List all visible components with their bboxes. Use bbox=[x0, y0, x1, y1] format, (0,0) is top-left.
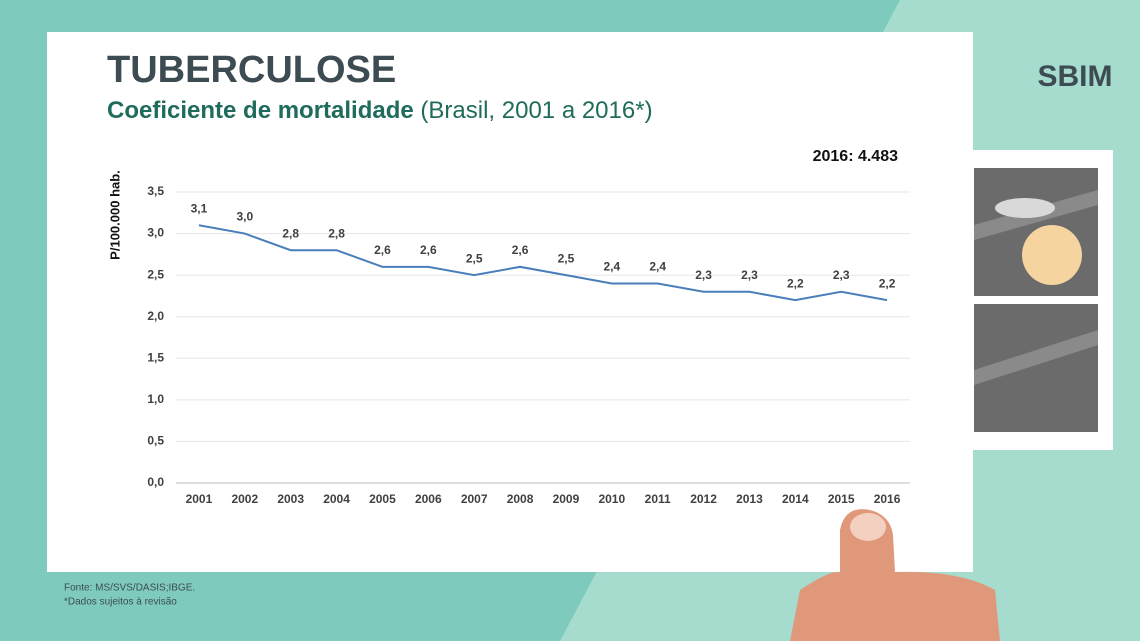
hand bbox=[790, 509, 1000, 641]
x-tick-label: 2011 bbox=[645, 492, 671, 506]
value-label: 2,6 bbox=[512, 243, 529, 257]
plot: 0,0 0,5 1,0 1,5 2,0 2,5 3,0 3,5 2001 2002 2003 2004… bbox=[147, 184, 910, 506]
value-label: 3,1 bbox=[191, 201, 208, 215]
fingernail bbox=[850, 513, 886, 541]
value-label: 2,3 bbox=[695, 268, 712, 282]
x-tick-label: 2014 bbox=[782, 492, 809, 506]
value-label: 2,8 bbox=[328, 226, 345, 240]
title: TUBERCULOSE bbox=[107, 49, 396, 91]
card bbox=[47, 32, 973, 572]
value-label: 3,0 bbox=[236, 210, 253, 224]
logo: SBIM bbox=[1038, 60, 1113, 93]
y-tick-label: 0,5 bbox=[147, 434, 164, 448]
value-label: 2,5 bbox=[466, 251, 483, 265]
x-tick-label: 2015 bbox=[828, 492, 855, 506]
series-line bbox=[198, 224, 888, 302]
x-tick-label: 2009 bbox=[553, 492, 580, 506]
x-tick-label: 2007 bbox=[461, 492, 488, 506]
subtitle: Coeficiente de mortalidade (Brasil, 2001… bbox=[107, 97, 653, 124]
subtitle-main: Coeficiente de mortalidade bbox=[107, 97, 414, 124]
value-label: 2,3 bbox=[833, 268, 850, 282]
y-tick-label: 0,0 bbox=[147, 475, 164, 489]
value-label: 2,4 bbox=[603, 260, 620, 274]
value-label: 2,2 bbox=[787, 276, 804, 290]
annotation: 2016: 4.483 bbox=[813, 148, 899, 165]
x-tick-label: 2001 bbox=[186, 492, 213, 506]
x-tick-label: 2002 bbox=[231, 492, 258, 506]
subtitle-detail: (Brasil, 2001 a 2016*) bbox=[420, 97, 652, 124]
x-tick-label: 2008 bbox=[507, 492, 534, 506]
value-label: 2,5 bbox=[558, 251, 575, 265]
x-tick-label: 2010 bbox=[598, 492, 625, 506]
y-axis-label: P/100.000 hab. bbox=[107, 170, 122, 260]
y-tick-label: 1,0 bbox=[147, 392, 164, 406]
value-label: 2,8 bbox=[282, 226, 299, 240]
x-tick-label: 2004 bbox=[323, 492, 350, 506]
y-tick-label: 2,0 bbox=[147, 309, 164, 323]
x-tick-label: 2012 bbox=[690, 492, 717, 506]
y-tick-label: 3,5 bbox=[147, 184, 164, 198]
source: Fonte: MS/SVS/DASIS;IBGE. bbox=[64, 583, 195, 594]
value-label: 2,6 bbox=[420, 243, 437, 257]
x-tick-label: 2003 bbox=[277, 492, 304, 506]
y-tick-label: 3,0 bbox=[147, 226, 164, 240]
x-tick-label: 2013 bbox=[736, 492, 763, 506]
value-label: 2,6 bbox=[374, 243, 391, 257]
note: *Dados sujeitos à revisão bbox=[64, 597, 177, 608]
x-tick-label: 2016 bbox=[874, 492, 901, 506]
window-light bbox=[974, 330, 1098, 385]
y-tick-label: 1,5 bbox=[147, 350, 164, 364]
x-tick-label: 2006 bbox=[415, 492, 442, 506]
y-tick-label: 2,5 bbox=[147, 267, 164, 281]
x-tick-label: 2005 bbox=[369, 492, 396, 506]
moon bbox=[1022, 225, 1082, 285]
cloud bbox=[995, 198, 1055, 218]
value-label: 2,4 bbox=[649, 260, 666, 274]
value-label: 2,3 bbox=[741, 268, 758, 282]
value-label: 2,2 bbox=[879, 276, 896, 290]
